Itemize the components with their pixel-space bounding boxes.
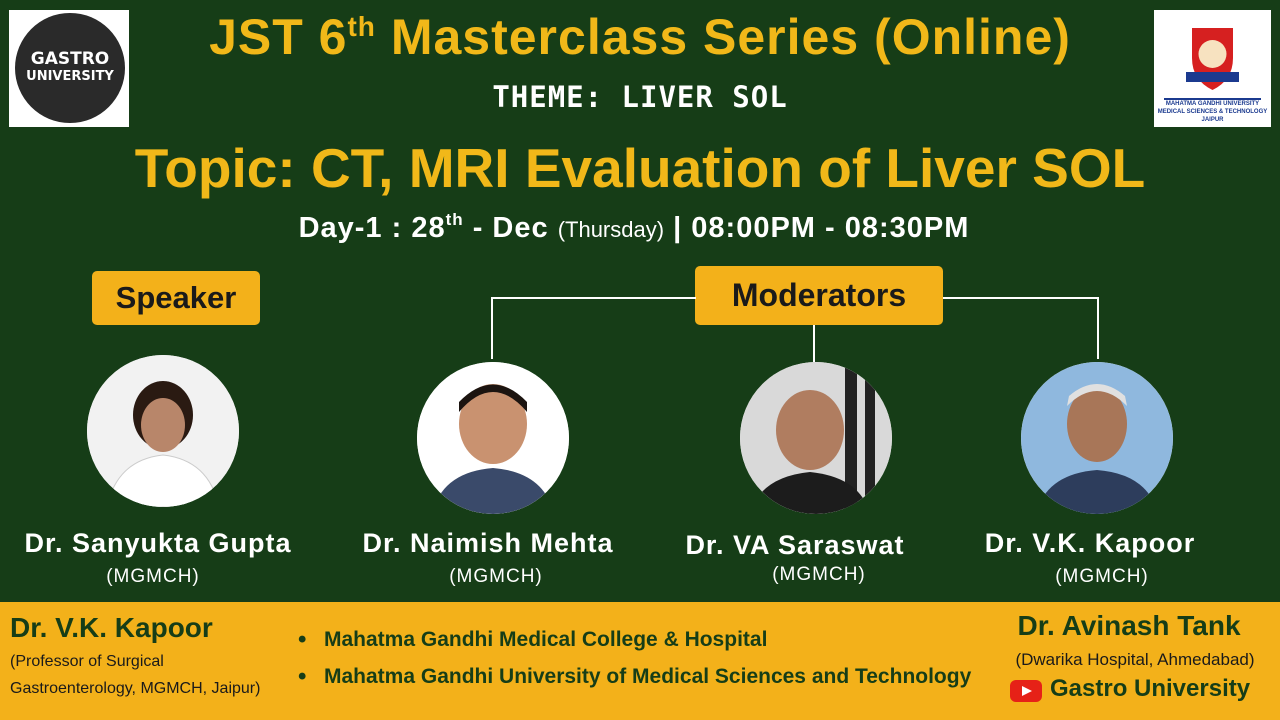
date-time-range: | 08:00PM - 08:30PM <box>673 212 970 244</box>
title-prefix: JST 6 <box>209 9 348 65</box>
moderator-inst-3: (MGMCH) <box>1055 566 1149 587</box>
footer-right-name: Dr. Avinash Tank <box>1017 610 1241 641</box>
logo-line1: GASTRO <box>30 49 110 69</box>
footer-bullet-2: Mahatma Gandhi University of Medical Sci… <box>298 663 971 702</box>
footer-left-line1: (Professor of Surgical <box>10 653 164 670</box>
topic-text: Topic: CT, MRI Evaluation of Liver SOL <box>134 137 1146 199</box>
date-month: - Dec <box>472 212 549 244</box>
logo-right-line1: MAHATMA GANDHI UNIVERSITY <box>1165 101 1260 107</box>
photo-va-saraswat <box>740 362 892 514</box>
footer-left-line2: Gastroenterology, MGMCH, Jaipur) <box>10 680 261 697</box>
connector-right-drop <box>1097 297 1099 359</box>
date-day: Day-1 : 28 <box>298 212 446 244</box>
moderator-name-2: Dr. VA Saraswat <box>685 530 905 560</box>
youtube-channel-name[interactable]: Gastro University <box>1050 675 1251 702</box>
speaker-badge: Speaker <box>92 271 260 325</box>
connector-left <box>491 297 696 299</box>
title-suffix: Masterclass Series (Online) <box>390 9 1071 65</box>
logo-line2: UNIVERSITY <box>26 69 114 84</box>
speaker-inst: (MGMCH) <box>106 566 200 587</box>
connector-center-drop <box>813 325 815 362</box>
footer-left-name: Dr. V.K. Kapoor <box>10 612 213 643</box>
footer-institutions: Mahatma Gandhi Medical College & Hospita… <box>298 626 971 702</box>
speaker-name: Dr. Sanyukta Gupta <box>24 528 292 558</box>
footer-bar: Dr. V.K. Kapoor (Professor of Surgical G… <box>0 602 1280 720</box>
date-sup: th <box>445 210 464 229</box>
moderator-inst-2: (MGMCH) <box>772 564 866 585</box>
gastro-university-logo: GASTRO UNIVERSITY <box>9 10 129 127</box>
photo-sanyukta-gupta <box>87 355 239 507</box>
moderator-name-1: Dr. Naimish Mehta <box>362 528 614 558</box>
footer-right-desc: (Dwarika Hospital, Ahmedabad) <box>1015 650 1255 669</box>
page-title: JST 6th Masterclass Series (Online) <box>0 8 1280 66</box>
person-avatar-icon <box>417 362 569 514</box>
footer-bullet-1: Mahatma Gandhi Medical College & Hospita… <box>298 626 971 665</box>
moderator-name-3: Dr. V.K. Kapoor <box>984 528 1196 558</box>
logo-right-line2: MEDICAL SCIENCES & TECHNOLOGY <box>1157 109 1268 115</box>
footer-left-desc: (Professor of Surgical Gastroenterology,… <box>10 648 260 702</box>
theme-text: THEME: LIVER SOL <box>492 80 788 114</box>
logo-right-line3: JAIPUR <box>1201 117 1224 123</box>
photo-vk-kapoor <box>1021 362 1173 514</box>
person-avatar-icon <box>1021 362 1173 514</box>
person-avatar-icon <box>740 362 892 514</box>
mgumst-logo: MAHATMA GANDHI UNIVERSITY MEDICAL SCIENC… <box>1154 10 1271 127</box>
date-weekday: (Thursday) <box>557 217 665 242</box>
connector-right <box>943 297 1098 299</box>
moderators-badge: Moderators <box>695 266 943 325</box>
title-sup: th <box>347 11 376 42</box>
youtube-icon[interactable] <box>1010 680 1042 702</box>
photo-naimish-mehta <box>417 362 569 514</box>
university-crest-icon <box>1164 28 1261 100</box>
date-time: Day-1 : 28th - Dec (Thursday) | 08:00PM … <box>0 210 1268 245</box>
connector-left-drop <box>491 297 493 359</box>
person-avatar-icon <box>87 355 239 507</box>
moderator-inst-1: (MGMCH) <box>449 566 543 587</box>
